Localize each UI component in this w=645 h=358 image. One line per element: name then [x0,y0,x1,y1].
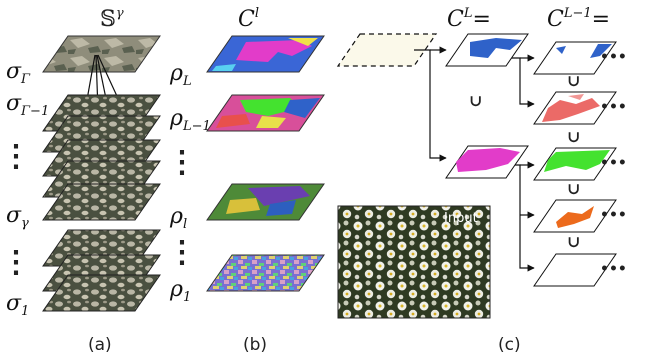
union-symbol: ∪ [567,127,580,146]
texture-layer-top [42,35,161,73]
vertical-ellipsis: ⋮ [1,139,31,174]
panel-a-header: 𝕊γ [100,6,124,32]
cluster-plane-green [533,147,617,181]
panel-c-caption: (c) [498,335,521,355]
texture-layer-stack [42,94,161,312]
level-label: σγ [6,203,29,231]
level-label: σΓ [6,59,31,87]
horizontal-ellipsis: ••• [600,99,627,115]
cluster-plane-magenta [445,145,529,179]
panel-a-caption: (a) [88,335,112,355]
horizontal-ellipsis: ••• [600,155,627,171]
column-header-cL-1: CL−1= [547,6,610,32]
panel-b-header: Cl [238,6,259,32]
vertical-ellipsis: ⋮ [167,145,197,180]
cluster-map-second [206,94,325,132]
level-label: ρl [169,204,187,232]
input-label: Input [444,211,478,226]
union-symbol: ∪ [567,232,580,251]
level-label: ρL [169,61,192,89]
cluster-map-top [206,35,325,73]
union-symbol: ∪ [567,71,580,90]
level-label: ρ1 [169,277,191,305]
level-label: σ1 [6,291,29,319]
cluster-plane-red [533,91,617,125]
level-label: ρL−1 [169,106,211,134]
cluster-plane-empty [533,253,617,287]
root-plane [336,33,438,67]
vertical-ellipsis: ⋮ [167,235,197,270]
panel-b-caption: (b) [243,335,267,355]
cluster-map-mid [206,183,325,221]
union-symbol: ∪ [567,179,580,198]
cluster-plane-orange [533,199,617,233]
vertical-ellipsis: ⋮ [1,245,31,280]
panel-c: CL= CL−1= [336,6,627,355]
horizontal-ellipsis: ••• [600,261,627,277]
union-symbol: ∪ [469,91,482,110]
level-label: σΓ−1 [6,91,49,119]
panel-b: Cl ρL ρL−1 ⋮ ρl ⋮ ρ1 (b [167,6,325,355]
cluster-plane-blue [445,33,529,67]
horizontal-ellipsis: ••• [600,49,627,65]
horizontal-ellipsis: ••• [600,207,627,223]
cluster-plane-blue-child [533,41,617,75]
panel-a: 𝕊γ σΓ σΓ−1 ⋮ σγ ⋮ σ1 (a) [1,6,161,355]
input-image: Input [337,205,491,319]
column-header-cL: CL= [447,6,491,32]
cluster-map-bottom [206,254,325,292]
